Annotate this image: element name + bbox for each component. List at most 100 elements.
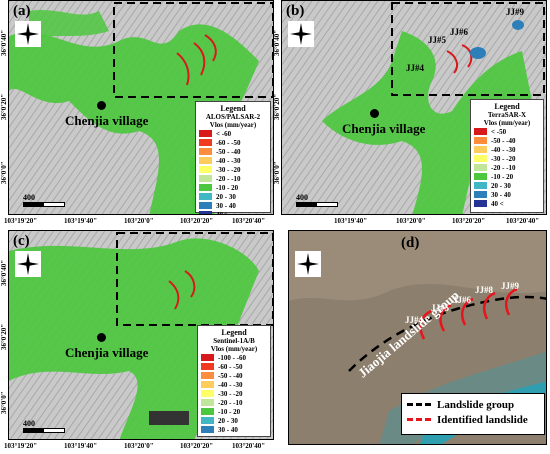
- legend-a: Legend ALOS/PALSAR-2 Vlos (mm/year) < -6…: [195, 101, 271, 215]
- legend-a-swatch: [199, 148, 212, 155]
- legend-c-label: -100 - -60: [218, 353, 246, 362]
- legend-c-row: -10 - 20: [201, 407, 267, 416]
- x-tick-a-2: 103°20'0": [124, 217, 154, 225]
- legend-b-row: -10 - 20: [474, 172, 540, 181]
- legend-c-label: -10 - 20: [218, 407, 241, 416]
- panel-d-jj6-label: JJ#6: [453, 295, 471, 305]
- legend-a-swatch: [199, 175, 212, 182]
- legend-c-swatch: [201, 372, 214, 379]
- legend-c-label: -20 - -10: [218, 398, 243, 407]
- legend-c-label: -60 - -50: [218, 362, 243, 371]
- panel-d-jj4-label: JJ#4: [405, 315, 423, 325]
- legend-b-swatch: [474, 128, 487, 135]
- legend-a-swatch: [199, 130, 212, 137]
- legend-b-swatch: [474, 137, 487, 144]
- legend-b-row: -30 - -20: [474, 154, 540, 163]
- legend-c-swatch: [201, 399, 214, 406]
- legend-c-row: -50 - -40: [201, 371, 267, 380]
- panel-b-jj9-label: JJ#9: [506, 7, 524, 17]
- legend-b-row: 20 - 30: [474, 181, 540, 190]
- village-label-c: Chenjia village: [65, 345, 149, 360]
- legend-a-rows: < -60 -60 - -50 -50 - -40 -40 - -30 -30 - -2…: [199, 129, 267, 215]
- legend-b-swatch: [474, 164, 487, 171]
- panel-b-label: (b): [286, 3, 305, 19]
- legend-c-row: -20 - -10: [201, 398, 267, 407]
- x-tick-c-3: 103°20'20": [180, 442, 214, 450]
- legend-b-label: < -50: [491, 127, 507, 136]
- village-label-a: Chenjia village: [65, 113, 149, 128]
- legend-c-row: -100 - -60: [201, 353, 267, 362]
- legend-c-label: -40 - -30: [218, 380, 243, 389]
- x-tick-b-2: 103°20'0": [396, 217, 426, 225]
- legend-b-swatch: [474, 182, 487, 189]
- legend-a-label: 30 - 40: [216, 201, 236, 210]
- legend-b-label: -10 - 20: [491, 172, 514, 181]
- legend-b-row: -40 - -30: [474, 145, 540, 154]
- panel-d-jj8-label: JJ#8: [475, 285, 493, 295]
- legend-c-row: -40 - -30: [201, 380, 267, 389]
- y-tick-c-2: 36°0'0": [0, 391, 8, 414]
- legend-b-label: 30 - 40: [491, 190, 511, 199]
- legend-b-swatch: [474, 146, 487, 153]
- scale-bar-a: 400: [23, 193, 65, 207]
- legend-a-row: 40<: [199, 210, 267, 215]
- panel-a-map: (a) Chenjia village 400 Legend ALOS/PALS…: [8, 0, 274, 215]
- legend-c-label: 30 - 40: [218, 425, 238, 434]
- legend-b-row: 30 - 40: [474, 190, 540, 199]
- hillshade-basemap: [9, 231, 273, 439]
- legend-c-swatch: [201, 426, 214, 433]
- legend-c-swatch: [201, 354, 214, 361]
- legend-a-row: -40 - -30: [199, 156, 267, 165]
- y-tick-c-1: 36°0'20": [0, 323, 8, 350]
- legend-a-sensor: ALOS/PALSAR-2: [205, 113, 261, 121]
- legend-a-swatch: [199, 202, 212, 209]
- scale-label-c: 400: [23, 419, 35, 428]
- legend-b-sensor: TerraSAR-X: [487, 111, 527, 119]
- legend-c-label: -50 - -40: [218, 371, 243, 380]
- legend-b-label: 40 <: [491, 199, 504, 208]
- legend-a-row: -30 - -20: [199, 165, 267, 174]
- y-tick-a-2: 36°0'0": [0, 161, 8, 184]
- x-tick-a-3: 103°20'20": [180, 217, 214, 225]
- legend-b-row: -50 - -40: [474, 136, 540, 145]
- panel-b-jj6-label: JJ#6: [450, 27, 468, 37]
- panel-a-label: (a): [13, 3, 31, 19]
- legend-b-swatch: [474, 191, 487, 198]
- legend-b-unit: Vlos (mm/year): [483, 119, 531, 127]
- legend-a-row: -10 - 20: [199, 183, 267, 192]
- legend-c-row: -60 - -50: [201, 362, 267, 371]
- legend-a-label: -40 - -30: [216, 156, 241, 165]
- legend-a-row: 30 - 40: [199, 201, 267, 210]
- legend-a-swatch: [199, 157, 212, 164]
- legend-a-title: Legend: [220, 104, 246, 113]
- legend-a-label: -60 - -50: [216, 138, 241, 147]
- legend-b-label: 20 - 30: [491, 181, 511, 190]
- legend-a-unit: Vlos (mm/year): [209, 121, 257, 129]
- x-tick-b-1: 103°19'40": [334, 217, 368, 225]
- legend-b-label: -50 - -40: [491, 136, 516, 145]
- legend-c-row: 30 - 40: [201, 425, 267, 434]
- y-tick-b-1: 36°0'20": [273, 93, 281, 120]
- north-arrow-icon: [15, 21, 41, 47]
- x-tick-c-1: 103°19'40": [64, 442, 98, 450]
- legend-b-swatch: [474, 200, 487, 207]
- legend-a-swatch: [199, 166, 212, 173]
- y-tick-b-2: 36°0'0": [273, 161, 281, 184]
- legend-b-swatch: [474, 173, 487, 180]
- legend-c-swatch: [201, 417, 214, 424]
- y-tick-a-0: 36°0'40": [0, 29, 8, 56]
- legend-a-label: < -60: [216, 129, 232, 138]
- legend-b-label: -30 - -20: [491, 154, 516, 163]
- legend-b-row: < -50: [474, 127, 540, 136]
- legend-b-rows: < -50 -50 - -40 -40 - -30 -30 - -20 -20 - -1…: [474, 127, 540, 208]
- scale-label-a: 400: [23, 193, 35, 202]
- legend-c-swatch: [201, 381, 214, 388]
- legend-a-label: 40<: [216, 210, 227, 215]
- legend-c-title: Legend: [221, 328, 247, 337]
- legend-a-swatch: [199, 139, 212, 146]
- village-label-b: Chenjia village: [342, 121, 426, 136]
- legend-c-swatch: [201, 390, 214, 397]
- legend-c-label: 20 - 30: [218, 416, 238, 425]
- legend-a-label: 20 - 30: [216, 192, 236, 201]
- legend-a-swatch: [199, 211, 212, 214]
